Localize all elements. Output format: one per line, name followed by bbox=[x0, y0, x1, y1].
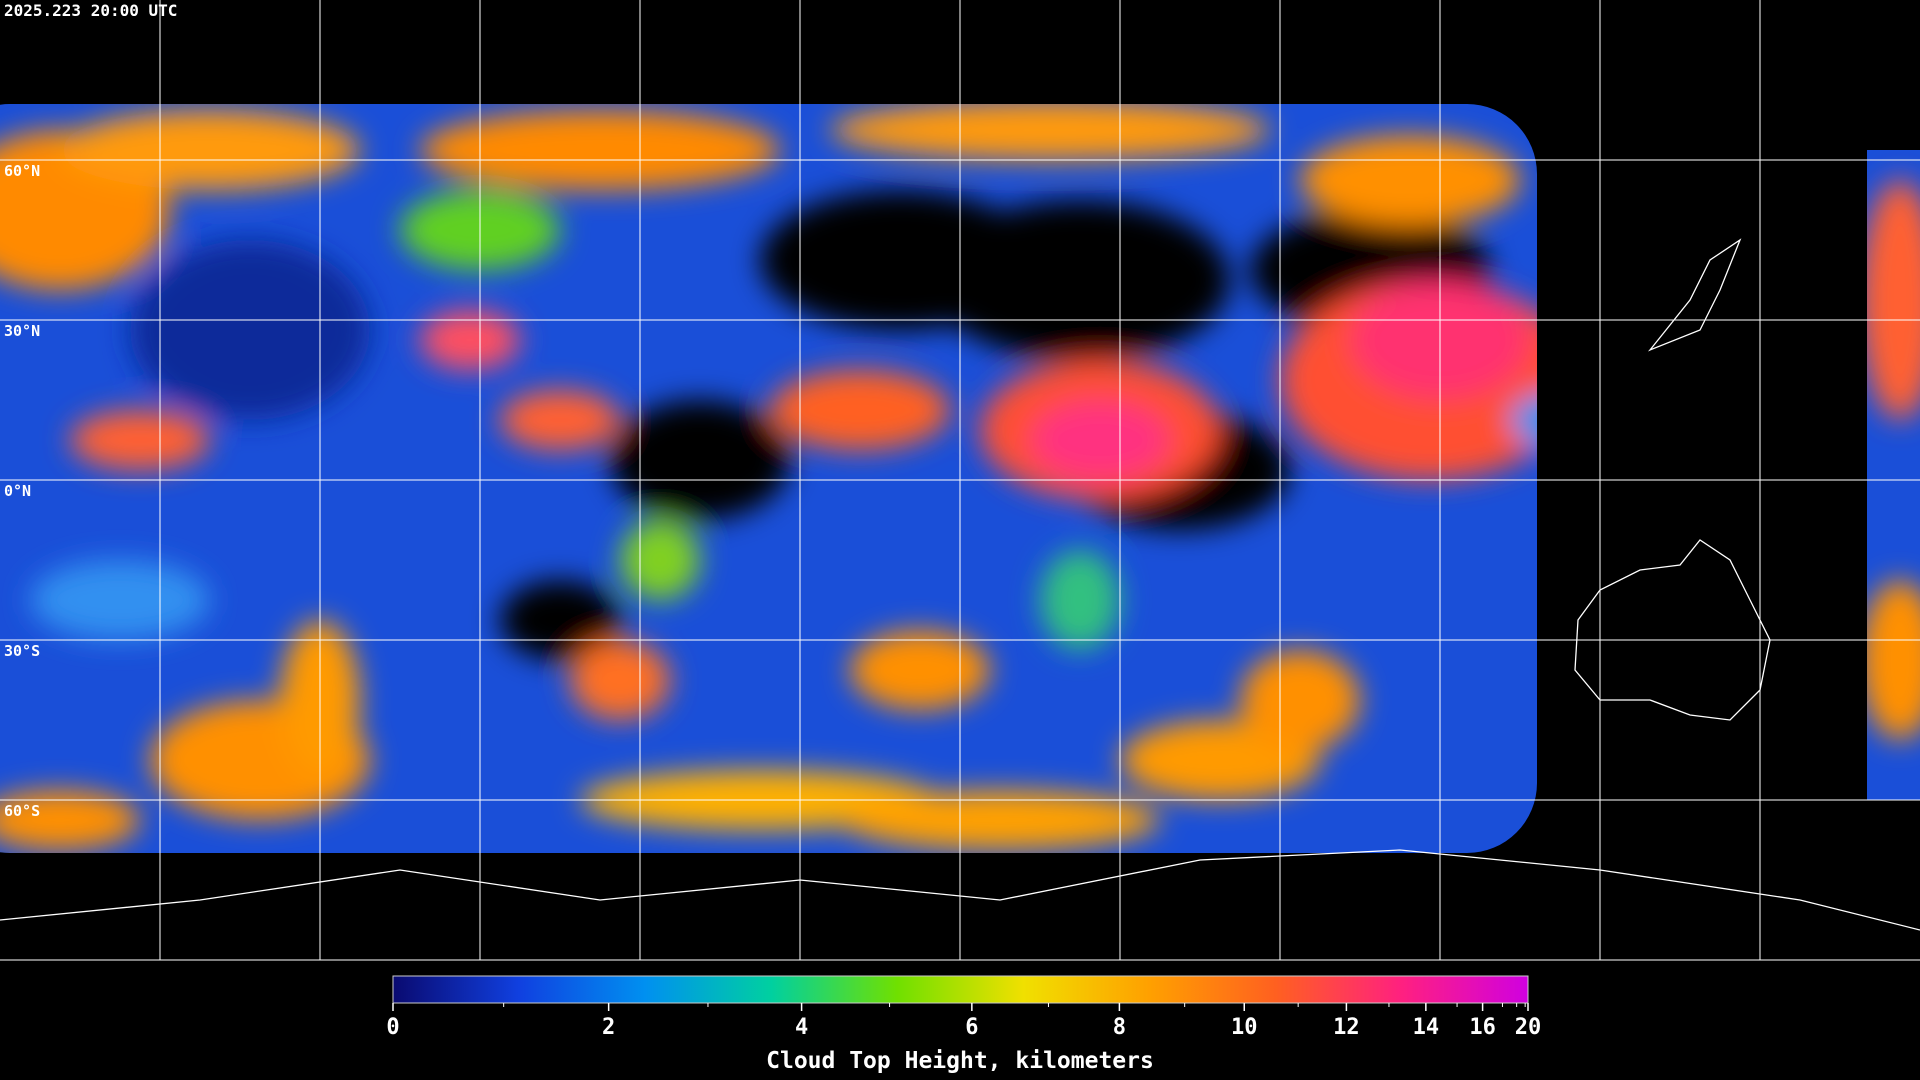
colorbar-tick-label: 10 bbox=[1231, 1015, 1258, 1040]
colorbar-tick-label: 14 bbox=[1413, 1015, 1440, 1040]
coastlines bbox=[0, 238, 1920, 931]
colorbar bbox=[392, 975, 1529, 1004]
lat-label: 60°S bbox=[4, 802, 40, 820]
colorbar-tick-label: 12 bbox=[1333, 1015, 1360, 1040]
lat-label: 30°S bbox=[4, 642, 40, 660]
lat-label: 30°N bbox=[4, 322, 40, 340]
colorbar-tick-label: 16 bbox=[1469, 1015, 1496, 1040]
colorbar-tick-label: 8 bbox=[1113, 1015, 1126, 1040]
colorbar-tick-label: 4 bbox=[795, 1015, 808, 1040]
timestamp: 2025.223 20:00 UTC bbox=[4, 1, 177, 20]
colorbar-tick-label: 0 bbox=[386, 1015, 399, 1040]
lat-label: 0°N bbox=[4, 482, 31, 500]
lat-label: 60°N bbox=[4, 162, 40, 180]
colorbar-tick-label: 6 bbox=[965, 1015, 978, 1040]
graticule bbox=[0, 0, 1920, 961]
colorbar-title: Cloud Top Height, kilometers bbox=[766, 1048, 1154, 1074]
colorbar-tick-label: 2 bbox=[602, 1015, 615, 1040]
colorbar-tick-label: 20 bbox=[1515, 1015, 1542, 1040]
